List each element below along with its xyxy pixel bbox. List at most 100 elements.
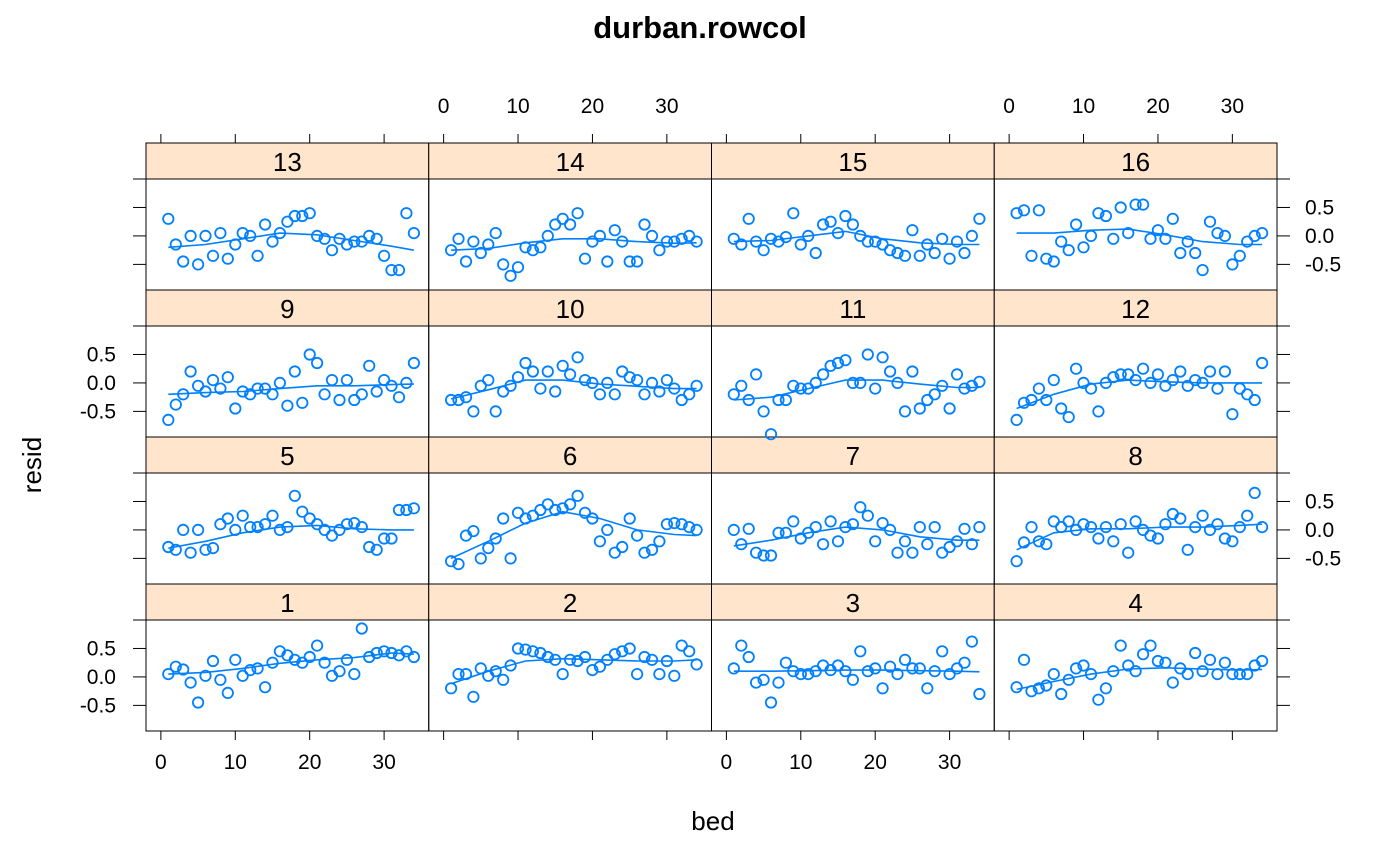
- point-15-16: [839, 209, 852, 223]
- point-7-14: [824, 515, 837, 528]
- point-12-20: [1151, 368, 1165, 381]
- point-9-23: [325, 373, 339, 387]
- point-2-25: [623, 642, 636, 655]
- point-12-31: [1233, 382, 1246, 395]
- point-1-34: [407, 650, 420, 664]
- point-14-23: [608, 224, 621, 237]
- point-11-5: [757, 405, 770, 418]
- point-14-21: [593, 229, 607, 242]
- strip-label-2: 2: [563, 588, 577, 618]
- strip-8: [993, 436, 1278, 474]
- point-11-24: [898, 405, 912, 418]
- point-13-31: [385, 263, 398, 277]
- point-14-13: [534, 241, 547, 254]
- point-8-12: [1092, 532, 1105, 545]
- point-4-32: [1241, 667, 1254, 681]
- point-11-23: [891, 376, 904, 389]
- point-5-16: [273, 523, 286, 537]
- panel-16: [993, 178, 1278, 291]
- point-4-17: [1129, 665, 1142, 678]
- point-13-5: [192, 258, 205, 271]
- point-15-2: [735, 238, 748, 251]
- point-15-33: [965, 229, 979, 242]
- y-tick-label: -0.5: [1305, 253, 1341, 276]
- point-2-10: [511, 642, 525, 655]
- strip-label-12: 12: [1121, 294, 1150, 324]
- point-9-34: [407, 356, 420, 370]
- strip-label-10: 10: [556, 294, 585, 324]
- y-tick-label: 0.5: [87, 343, 116, 366]
- y-tick-label: 0.5: [1305, 490, 1334, 513]
- point-12-16: [1122, 368, 1135, 381]
- point-4-27: [1203, 653, 1217, 666]
- point-4-6: [1047, 667, 1060, 681]
- strip-label-13: 13: [273, 147, 302, 177]
- point-11-15: [831, 356, 845, 370]
- point-8-13: [1099, 520, 1113, 534]
- point-7-1: [727, 523, 740, 537]
- point-3-26: [913, 662, 926, 675]
- point-9-2: [169, 398, 182, 411]
- point-5-2: [169, 543, 182, 556]
- point-15-3: [742, 212, 755, 225]
- point-10-11: [519, 356, 532, 370]
- point-16-13: [1099, 209, 1113, 223]
- point-14-4: [467, 235, 480, 248]
- point-16-3: [1025, 249, 1038, 262]
- point-10-26: [630, 373, 644, 387]
- point-2-19: [578, 650, 592, 664]
- point-6-9: [504, 552, 517, 565]
- point-13-18: [288, 209, 301, 223]
- point-15-23: [891, 246, 904, 260]
- x-tick-label: 30: [938, 751, 961, 774]
- point-7-13: [816, 538, 830, 551]
- x-tick-label: 30: [372, 751, 395, 774]
- point-5-22: [318, 523, 331, 537]
- strip-label-3: 3: [846, 588, 860, 618]
- smooth-line-8: [1016, 523, 1263, 551]
- smooth-line-10: [450, 379, 697, 400]
- point-12-6: [1047, 373, 1060, 387]
- point-14-3: [459, 255, 473, 268]
- point-10-16: [556, 359, 569, 372]
- point-13-23: [325, 244, 339, 257]
- point-7-34: [973, 520, 986, 534]
- point-10-22: [601, 376, 614, 389]
- point-1-33: [400, 645, 413, 658]
- point-7-9: [787, 515, 800, 528]
- point-1-25: [340, 653, 353, 666]
- point-6-23: [608, 546, 621, 559]
- point-11-6: [764, 428, 778, 441]
- point-3-10: [794, 667, 807, 681]
- point-4-22: [1166, 676, 1179, 689]
- point-14-29: [653, 244, 666, 257]
- point-14-33: [683, 229, 696, 242]
- point-9-18: [288, 365, 301, 378]
- point-16-10: [1077, 241, 1090, 254]
- point-13-14: [258, 218, 272, 231]
- point-11-19: [861, 348, 874, 361]
- point-4-28: [1211, 667, 1224, 681]
- panel-4: [993, 619, 1278, 732]
- point-2-16: [556, 667, 569, 681]
- point-16-19: [1144, 232, 1157, 245]
- point-12-12: [1092, 405, 1105, 418]
- point-16-31: [1233, 249, 1246, 262]
- point-14-7: [489, 227, 502, 240]
- point-10-7: [489, 405, 502, 418]
- point-10-13: [534, 382, 547, 395]
- point-1-29: [370, 646, 383, 660]
- point-6-17: [563, 498, 577, 511]
- point-9-17: [281, 399, 294, 412]
- point-13-20: [303, 207, 316, 220]
- point-13-12: [244, 229, 257, 242]
- point-15-29: [936, 232, 949, 245]
- point-1-8: [214, 673, 227, 686]
- point-13-1: [162, 212, 175, 225]
- point-15-26: [913, 249, 926, 262]
- point-8-15: [1114, 518, 1127, 531]
- point-7-20: [869, 535, 882, 548]
- point-14-9: [504, 269, 517, 282]
- point-11-30: [943, 402, 956, 415]
- point-8-2: [1017, 536, 1031, 549]
